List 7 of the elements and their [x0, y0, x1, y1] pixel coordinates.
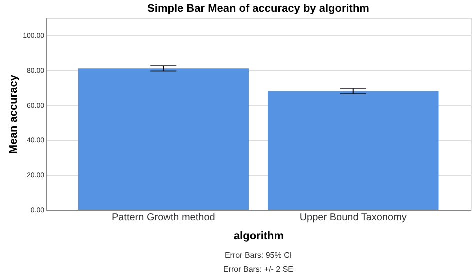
x-axis-title: algorithm [234, 230, 284, 242]
y-axis-title: Mean accuracy [8, 74, 20, 154]
chart-title: Simple Bar Mean of accuracy by algorithm [148, 3, 370, 15]
x-tick-label: Pattern Growth method [112, 212, 216, 224]
text: Error Bars: +/- 2 SE [223, 265, 294, 274]
text: Error Bars: 95% CI [224, 251, 292, 260]
x-tick-label: Upper Bound Taxonomy [300, 212, 407, 224]
